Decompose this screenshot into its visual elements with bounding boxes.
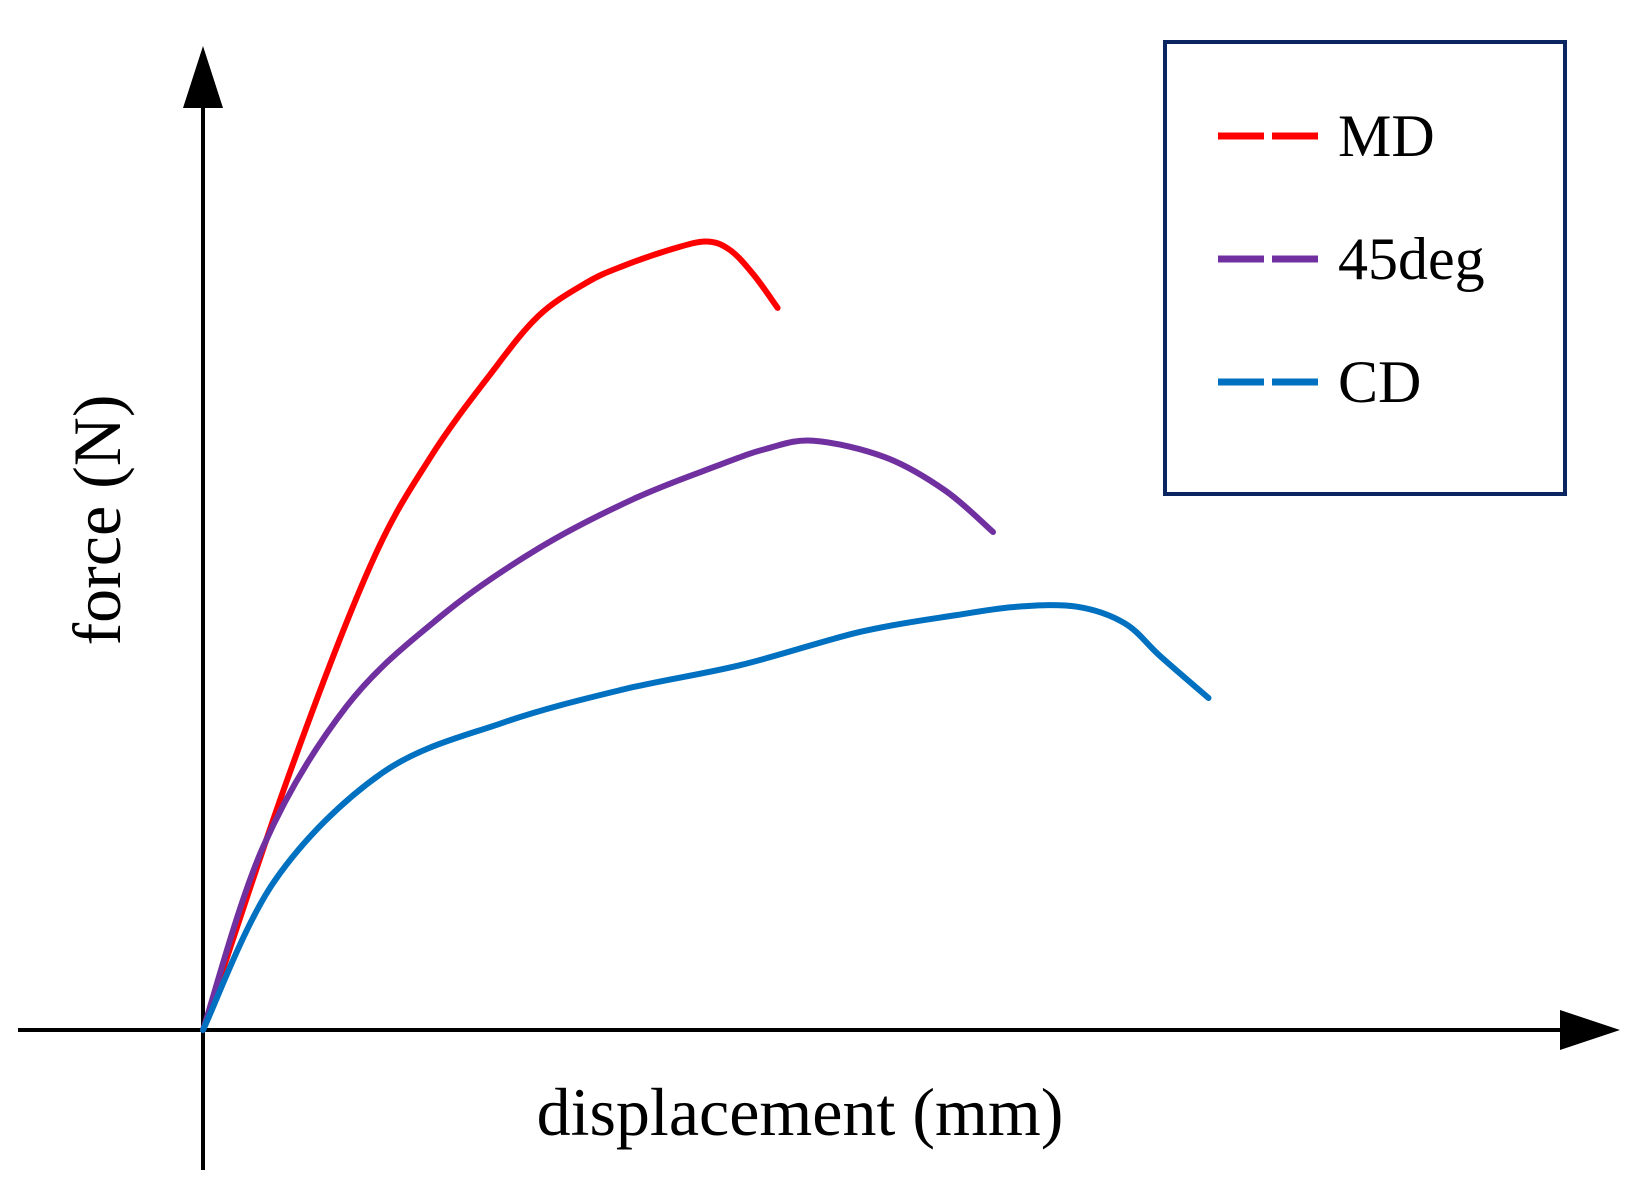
legend-label-cd: CD — [1338, 349, 1421, 415]
legend-label-md: MD — [1338, 103, 1435, 169]
series-line-45deg — [200, 437, 996, 1033]
legend-label-45deg: 45deg — [1338, 226, 1485, 292]
axes — [18, 46, 1620, 1170]
x-axis-label: displacement (mm) — [537, 1074, 1064, 1150]
legend-box — [1163, 40, 1567, 496]
series-line-md — [200, 238, 781, 1033]
series-line-cd — [200, 602, 1212, 1033]
series-layer — [200, 238, 1212, 1033]
legend: MD 45deg CD — [1163, 40, 1567, 496]
x-axis-arrow — [1560, 1010, 1620, 1050]
y-axis-label: force (N) — [59, 394, 135, 645]
legend-items: MD 45deg CD — [1218, 103, 1485, 415]
y-axis-arrow — [183, 46, 223, 108]
